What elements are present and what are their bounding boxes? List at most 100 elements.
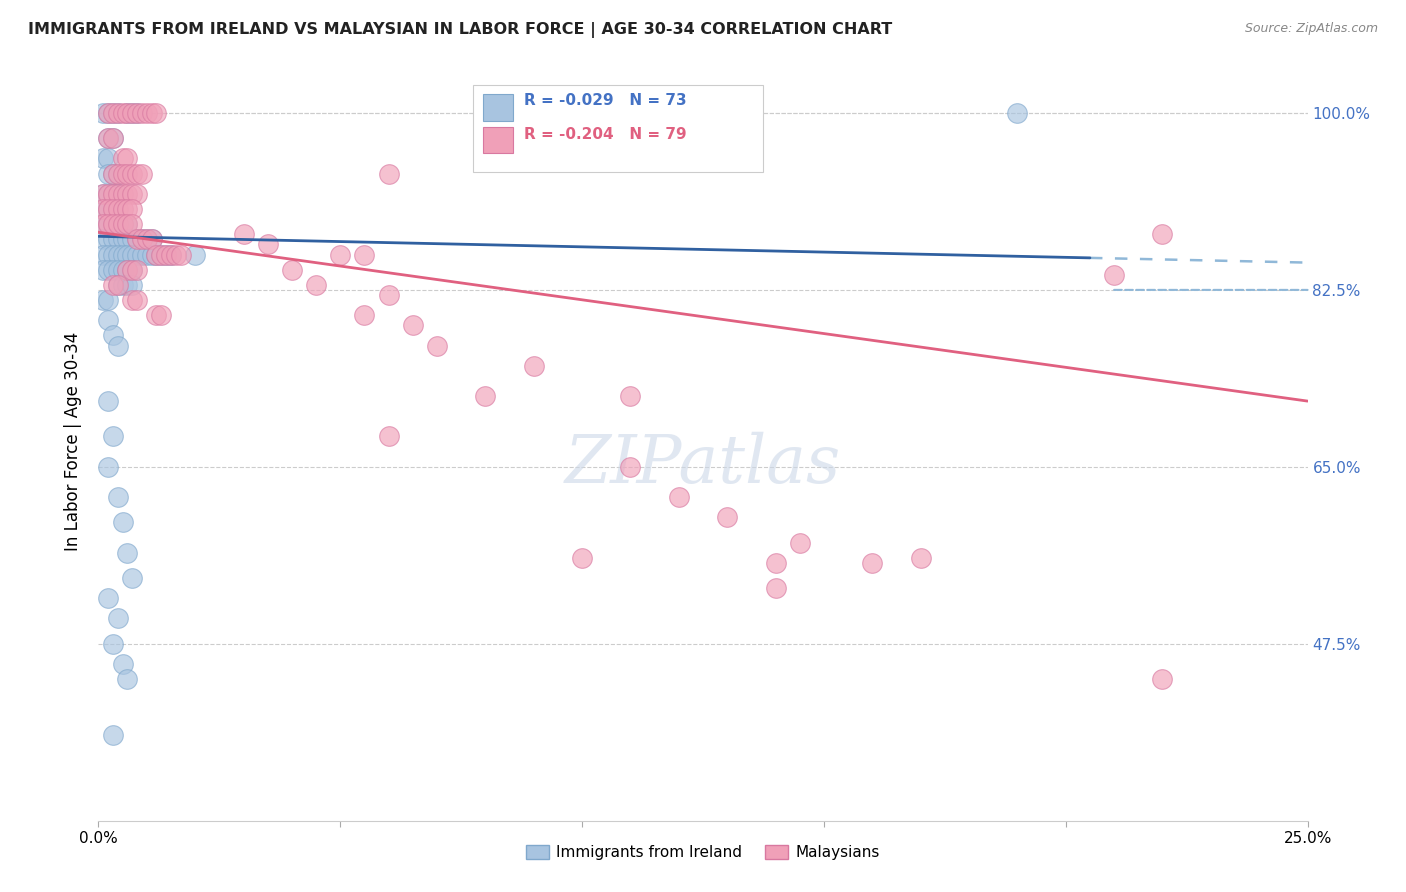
Point (97, 247, 120, 261)
Point (141, 106, 163, 120)
Point (101, 728, 124, 742)
Point (121, 202, 143, 216)
Point (107, 106, 129, 120)
Point (765, 556, 787, 570)
Point (91, 152, 114, 166)
Point (91, 186, 114, 201)
Point (107, 186, 129, 201)
Point (101, 186, 124, 201)
Y-axis label: In Labor Force | Age 30-34: In Labor Force | Age 30-34 (65, 332, 83, 551)
Point (127, 232, 149, 246)
Point (101, 106, 124, 120)
Point (789, 535, 811, 549)
Point (97, 591, 120, 606)
Point (121, 186, 143, 201)
Point (97, 106, 120, 120)
Point (523, 359, 546, 373)
Point (91, 217, 114, 231)
Point (91, 293, 114, 307)
Point (117, 202, 139, 216)
Point (281, 262, 304, 277)
Point (121, 167, 143, 181)
Point (97, 217, 120, 231)
Point (127, 106, 149, 120)
Point (141, 232, 163, 246)
Point (145, 247, 167, 261)
Point (107, 338, 129, 352)
FancyBboxPatch shape (474, 85, 763, 172)
Point (155, 247, 177, 261)
Point (150, 308, 173, 322)
Point (121, 106, 143, 120)
Point (117, 167, 139, 181)
Point (111, 217, 134, 231)
Point (1152, 227, 1174, 242)
Point (121, 247, 143, 261)
Point (131, 232, 153, 246)
Point (160, 247, 183, 261)
Point (135, 232, 157, 246)
Point (474, 389, 496, 403)
Point (107, 490, 129, 504)
Point (91, 247, 114, 261)
Point (141, 247, 163, 261)
Point (117, 106, 139, 120)
Point (101, 247, 124, 261)
Point (97, 394, 120, 409)
Point (117, 262, 139, 277)
Point (127, 106, 149, 120)
Point (107, 167, 129, 181)
Point (101, 186, 124, 201)
Point (184, 247, 207, 261)
Point (765, 581, 787, 595)
Point (97, 232, 120, 246)
Point (377, 167, 399, 181)
Point (131, 106, 153, 120)
Legend: Immigrants from Ireland, Malaysians: Immigrants from Ireland, Malaysians (520, 838, 886, 866)
Point (121, 262, 143, 277)
Point (101, 217, 124, 231)
Point (1102, 268, 1125, 282)
Point (111, 106, 134, 120)
Point (121, 106, 143, 120)
Point (107, 247, 129, 261)
Point (571, 550, 593, 565)
Point (117, 672, 139, 686)
Point (97, 202, 120, 216)
Point (117, 277, 139, 292)
Point (97, 262, 120, 277)
Point (107, 277, 129, 292)
Point (145, 247, 167, 261)
Point (305, 277, 328, 292)
Point (107, 167, 129, 181)
Point (619, 389, 641, 403)
Point (121, 277, 143, 292)
Point (165, 247, 187, 261)
Point (97, 186, 120, 201)
Point (668, 490, 690, 504)
Point (131, 232, 153, 246)
Point (97, 131, 120, 145)
Point (107, 262, 129, 277)
Point (111, 516, 134, 530)
Point (121, 262, 143, 277)
Point (97, 106, 120, 120)
Point (101, 637, 124, 651)
Point (101, 167, 124, 181)
Point (117, 217, 139, 231)
Point (101, 262, 124, 277)
Point (402, 318, 425, 333)
Text: R = -0.029   N = 73: R = -0.029 N = 73 (524, 93, 686, 108)
Point (353, 308, 375, 322)
Point (111, 167, 134, 181)
Point (107, 217, 129, 231)
Point (169, 247, 191, 261)
Point (107, 186, 129, 201)
Point (101, 232, 124, 246)
Point (97, 217, 120, 231)
Point (107, 232, 129, 246)
Point (117, 232, 139, 246)
Point (97, 293, 120, 307)
Point (97, 152, 120, 166)
Point (121, 571, 143, 585)
